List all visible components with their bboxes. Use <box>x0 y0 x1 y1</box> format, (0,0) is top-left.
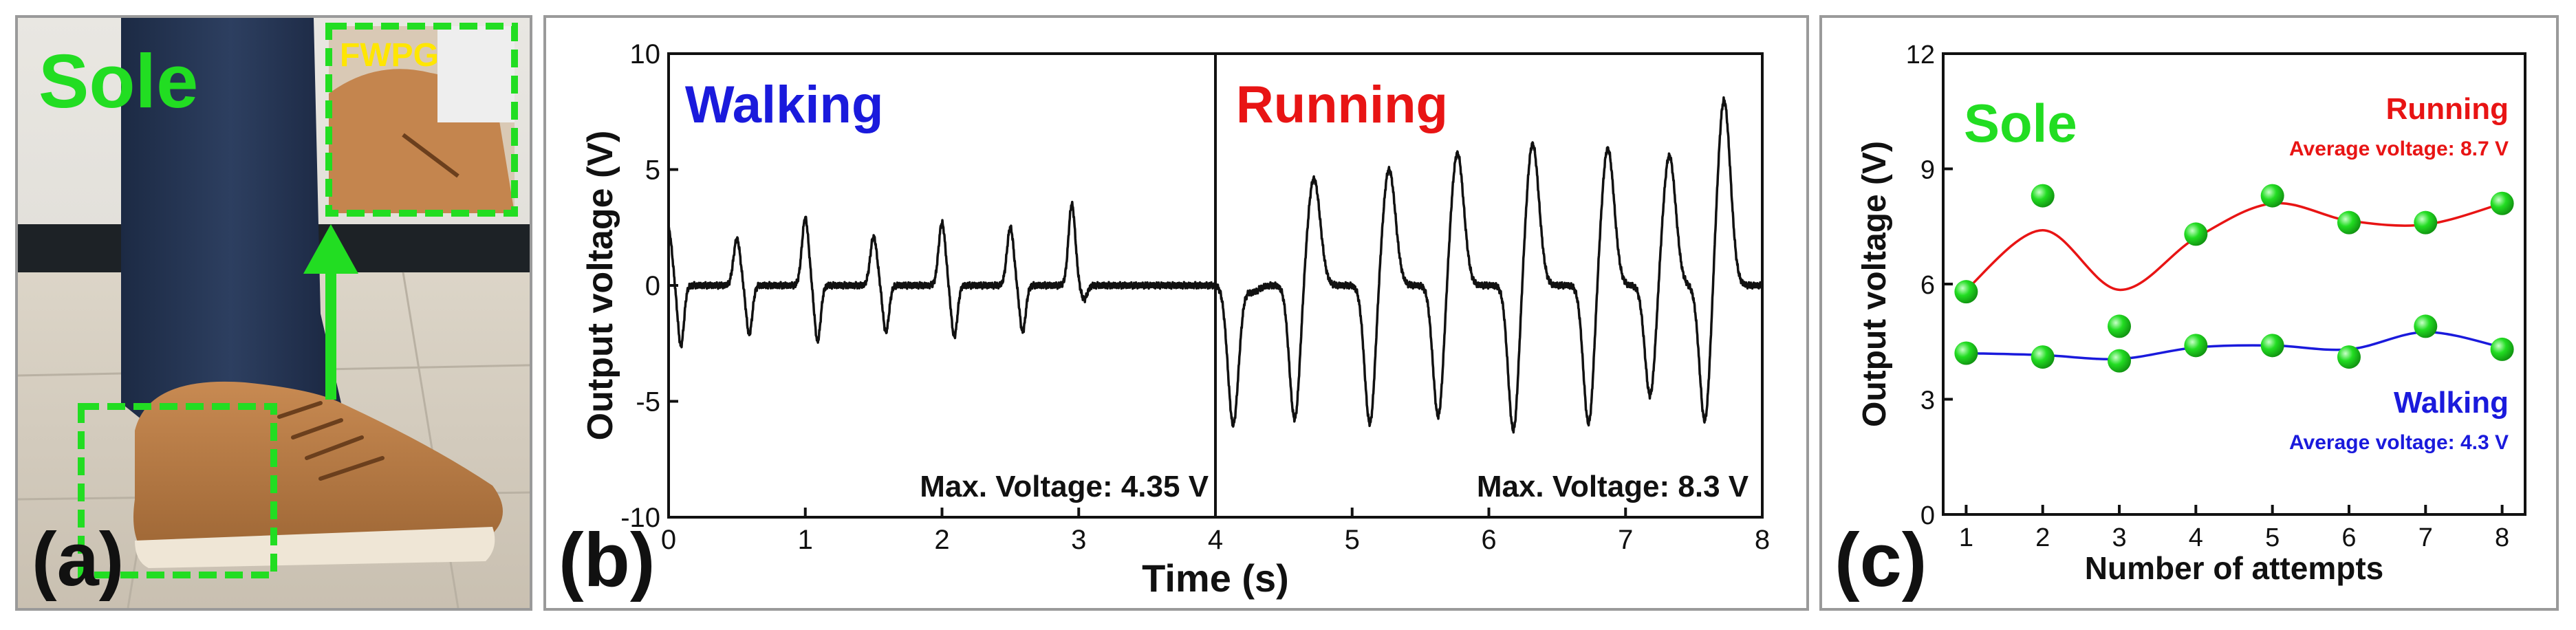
y-tick-label: 0 <box>1920 501 1935 530</box>
y-tick-label: 6 <box>1920 271 1935 300</box>
arrow-head-icon <box>303 224 358 274</box>
panel-a-photo: FWPG Sole (a) <box>15 15 532 611</box>
x-axis-ticks: 1 2 3 4 5 6 7 8 <box>1959 505 2509 552</box>
x-tick-label: 2 <box>2035 523 2050 552</box>
shoe-photo: FWPG Sole (a) <box>18 18 530 608</box>
data-point-walking <box>2260 334 2284 358</box>
x-axis-label: Number of attempts <box>2085 550 2383 586</box>
y-axis-label: Output voltage (V) <box>581 131 620 441</box>
data-point-running <box>2414 210 2438 235</box>
y-tick-label: -10 <box>620 503 660 533</box>
data-point-walking <box>2337 345 2361 369</box>
y-tick-label: 0 <box>645 271 660 301</box>
shoe-sole <box>135 527 495 568</box>
data-point-running <box>2108 314 2132 338</box>
x-tick-label: 3 <box>2112 523 2126 552</box>
voltage-trace-chart: -10 -5 0 5 10 0 1 2 3 4 5 6 7 8 Walking Running Max.… <box>559 39 1770 602</box>
voltage-trace-line <box>667 96 1764 434</box>
panel-b-chart: -10 -5 0 5 10 0 1 2 3 4 5 6 7 8 Walking Running Max.… <box>543 15 1809 611</box>
x-tick-label: 7 <box>1618 525 1633 555</box>
shoe <box>133 381 503 561</box>
data-point-running <box>2337 210 2361 235</box>
data-point-walking <box>2184 334 2208 358</box>
x-tick-label: 6 <box>1481 525 1496 555</box>
data-point-walking <box>2414 314 2438 338</box>
panel-b-label: (b) <box>559 518 655 602</box>
data-point-running <box>2260 184 2284 208</box>
x-tick-label: 8 <box>2495 523 2509 552</box>
walking-series-label: Walking <box>2394 386 2509 420</box>
jeans <box>121 18 341 431</box>
y-axis-ticks: -10 -5 0 5 10 <box>620 39 678 533</box>
data-point-running <box>2031 184 2055 208</box>
running-average-voltage: Average voltage: 8.7 V <box>2289 138 2509 160</box>
x-tick-label: 4 <box>1208 525 1223 555</box>
x-tick-label: 5 <box>2265 523 2280 552</box>
y-axis-label: Output voltage (V) <box>1857 141 1893 427</box>
running-max-voltage: Max. Voltage: 8.3 V <box>1477 470 1749 503</box>
panel-c-label: (c) <box>1834 518 1927 602</box>
y-tick-label: -5 <box>636 387 660 417</box>
fwpg-label: FWPG <box>340 37 439 74</box>
y-axis-ticks: 0 3 6 9 12 <box>1906 41 1953 530</box>
inset-photo <box>329 26 515 214</box>
data-point-walking <box>1954 341 1978 365</box>
x-tick-label: 2 <box>934 525 949 555</box>
data-point-running <box>1954 280 1978 304</box>
data-point-running <box>2184 222 2208 246</box>
data-point-walking <box>2108 349 2132 373</box>
data-point-walking <box>2490 337 2514 361</box>
x-axis-label: Time (s) <box>1142 556 1289 600</box>
running-series-label: Running <box>2386 92 2509 126</box>
x-tick-label: 1 <box>798 525 813 555</box>
data-points <box>1954 184 2514 373</box>
panel-a-title: Sole <box>39 39 198 124</box>
x-tick-label: 3 <box>1071 525 1086 555</box>
x-tick-label: 6 <box>2341 523 2356 552</box>
data-point-running <box>2490 191 2514 215</box>
inset-frame <box>325 23 518 217</box>
walking-max-voltage: Max. Voltage: 4.35 V <box>920 470 1209 503</box>
sensor-highlight-box <box>78 403 277 578</box>
running-label: Running <box>1236 76 1448 134</box>
y-tick-label: 10 <box>630 39 661 69</box>
shoe-laces <box>277 401 385 481</box>
y-tick-label: 5 <box>645 155 660 186</box>
chart-title: Sole <box>1964 93 2077 153</box>
x-tick-label: 4 <box>2189 523 2203 552</box>
panel-a-label: (a) <box>32 517 124 602</box>
x-tick-label: 1 <box>1959 523 1973 552</box>
walking-average-voltage: Average voltage: 4.3 V <box>2289 431 2509 454</box>
x-tick-label: 8 <box>1755 525 1770 555</box>
walking-label: Walking <box>685 76 884 134</box>
x-tick-label: 0 <box>661 525 676 555</box>
y-tick-label: 12 <box>1906 41 1935 69</box>
x-tick-label: 5 <box>1345 525 1360 555</box>
data-point-walking <box>2031 345 2055 369</box>
x-tick-label: 7 <box>2418 523 2433 552</box>
x-axis-ticks: 0 1 2 3 4 5 6 7 8 <box>661 508 1770 555</box>
fit-curve-running <box>1965 202 2503 292</box>
y-tick-label: 9 <box>1920 156 1935 185</box>
y-tick-label: 3 <box>1920 387 1935 415</box>
